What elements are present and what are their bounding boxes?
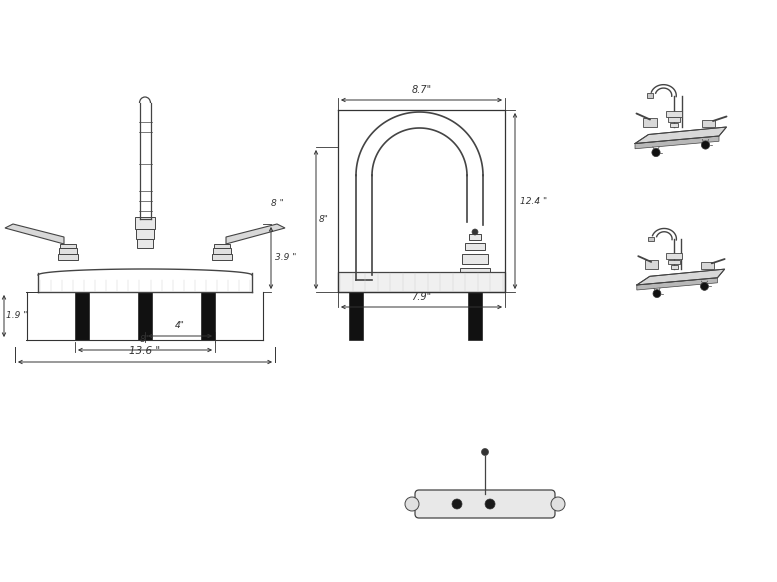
FancyBboxPatch shape <box>668 260 680 264</box>
Text: 3.9 ": 3.9 " <box>275 254 296 262</box>
FancyBboxPatch shape <box>75 292 89 340</box>
FancyBboxPatch shape <box>647 93 653 98</box>
FancyBboxPatch shape <box>136 229 154 239</box>
FancyBboxPatch shape <box>648 237 654 241</box>
Text: 1.9 ": 1.9 " <box>6 311 27 321</box>
Circle shape <box>702 141 709 149</box>
Circle shape <box>452 499 462 509</box>
FancyBboxPatch shape <box>58 254 78 260</box>
FancyBboxPatch shape <box>213 248 231 254</box>
Polygon shape <box>637 278 717 290</box>
FancyBboxPatch shape <box>465 243 485 250</box>
Circle shape <box>653 290 661 297</box>
FancyBboxPatch shape <box>701 262 714 269</box>
Text: 8.7": 8.7" <box>412 84 431 94</box>
FancyBboxPatch shape <box>135 217 155 229</box>
Polygon shape <box>226 224 285 244</box>
FancyBboxPatch shape <box>212 254 232 260</box>
FancyBboxPatch shape <box>667 253 682 259</box>
FancyBboxPatch shape <box>214 244 230 248</box>
FancyBboxPatch shape <box>462 254 488 264</box>
FancyBboxPatch shape <box>349 292 363 340</box>
Polygon shape <box>637 269 725 285</box>
Text: 12.4 ": 12.4 " <box>520 197 547 205</box>
Text: 13.6 ": 13.6 " <box>130 346 161 357</box>
Circle shape <box>361 281 367 286</box>
Text: 8": 8" <box>140 335 150 345</box>
FancyBboxPatch shape <box>666 111 682 116</box>
FancyBboxPatch shape <box>668 117 680 122</box>
FancyBboxPatch shape <box>354 280 374 286</box>
Circle shape <box>551 497 565 511</box>
FancyBboxPatch shape <box>702 119 716 127</box>
FancyBboxPatch shape <box>643 118 657 127</box>
FancyBboxPatch shape <box>137 239 153 248</box>
FancyBboxPatch shape <box>338 272 505 292</box>
Circle shape <box>701 282 709 290</box>
Polygon shape <box>5 224 64 244</box>
FancyBboxPatch shape <box>645 261 657 269</box>
FancyBboxPatch shape <box>60 244 76 248</box>
Text: 4": 4" <box>175 321 185 331</box>
FancyBboxPatch shape <box>469 234 481 240</box>
FancyBboxPatch shape <box>468 292 482 340</box>
Text: 7.9": 7.9" <box>412 292 431 301</box>
FancyBboxPatch shape <box>671 122 678 127</box>
Text: 8": 8" <box>319 215 329 224</box>
FancyBboxPatch shape <box>415 490 555 518</box>
FancyBboxPatch shape <box>201 292 215 340</box>
FancyBboxPatch shape <box>671 265 678 269</box>
Circle shape <box>472 229 478 235</box>
Circle shape <box>652 148 660 157</box>
Polygon shape <box>635 136 719 149</box>
FancyBboxPatch shape <box>460 268 490 282</box>
Polygon shape <box>635 127 726 144</box>
Circle shape <box>405 497 419 511</box>
Text: 8 ": 8 " <box>271 198 284 208</box>
FancyBboxPatch shape <box>59 248 77 254</box>
Circle shape <box>482 449 489 456</box>
Circle shape <box>485 499 495 509</box>
FancyBboxPatch shape <box>138 292 152 340</box>
